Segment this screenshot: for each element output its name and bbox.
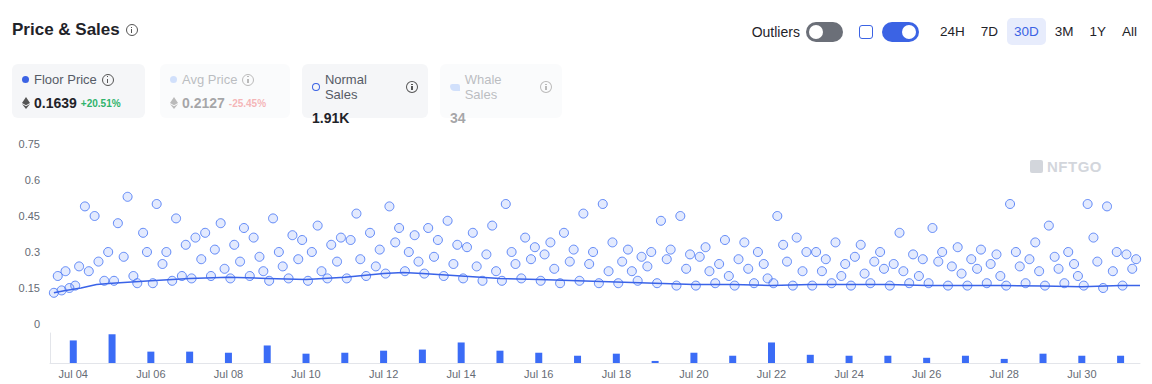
html-text:Floor Price: Floor Price [34, 72, 97, 87]
svg-text:0.3: 0.3 [25, 246, 40, 258]
svg-text:Jul 06: Jul 06 [136, 368, 165, 380]
svg-text:Jul 24: Jul 24 [834, 368, 863, 380]
svg-text:0: 0 [34, 318, 40, 330]
svg-text:Jul 08: Jul 08 [214, 368, 243, 380]
svg-text:Jul 18: Jul 18 [602, 368, 631, 380]
html-text:0.1639 +20.51%: 0.1639 +20.51% [34, 95, 121, 111]
html-text:0.2127 -25.45%: 0.2127 -25.45% [182, 95, 267, 111]
html-text:3M: 3M [1054, 24, 1074, 39]
svg-text:0.45: 0.45 [19, 210, 40, 222]
html-text:Outliers: Outliers [751, 23, 800, 40]
html-text:1Y: 1Y [1089, 24, 1106, 39]
svg-text:Jul 10: Jul 10 [291, 368, 320, 380]
svg-text:Jul 30: Jul 30 [1067, 368, 1096, 380]
html-text:24H: 24H [939, 24, 965, 39]
html-text:NFTGO: NFTGO [1047, 158, 1102, 175]
svg-text:Jul 28: Jul 28 [990, 368, 1019, 380]
svg-text:Jul 14: Jul 14 [446, 368, 475, 380]
html-text:Normal Sales: Normal Sales [324, 72, 367, 102]
svg-text:Jul 20: Jul 20 [679, 368, 708, 380]
svg-text:Jul 16: Jul 16 [524, 368, 553, 380]
html-text:34: 34 [450, 110, 466, 126]
html-text:Price & Sales: Price & Sales [12, 20, 120, 39]
svg-text:Jul 12: Jul 12 [369, 368, 398, 380]
svg-text:0.15: 0.15 [19, 282, 40, 294]
html-text:30D: 30D [1013, 24, 1039, 39]
html-text:7D: 7D [980, 24, 998, 39]
svg-text:0.75: 0.75 [19, 138, 40, 150]
svg-text:Jul 04: Jul 04 [59, 368, 88, 380]
html-text:1.91K: 1.91K [312, 110, 350, 126]
svg-text:Jul 22: Jul 22 [757, 368, 786, 380]
html-text:All: All [1122, 24, 1137, 39]
svg-text:0.6: 0.6 [25, 174, 40, 186]
svg-text:Jul 26: Jul 26 [912, 368, 941, 380]
html-text:Avg Price: Avg Price [182, 72, 238, 87]
html-text:Whale Sales: Whale Sales [464, 72, 502, 102]
